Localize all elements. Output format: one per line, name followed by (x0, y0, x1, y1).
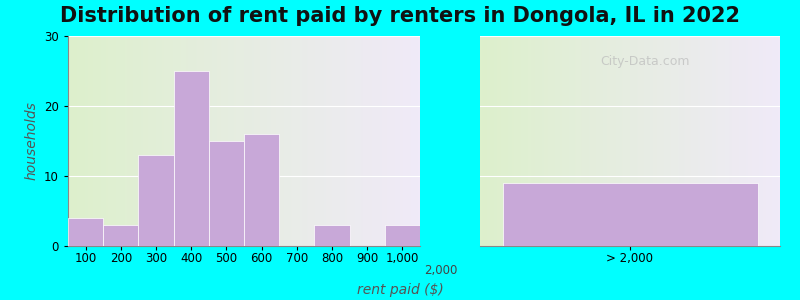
Text: City-Data.com: City-Data.com (600, 55, 690, 68)
Bar (244, 134, 279, 246)
Bar (174, 71, 209, 246)
Text: 2,000: 2,000 (424, 264, 458, 277)
Bar (68, 218, 103, 246)
Bar (138, 155, 174, 246)
Bar (103, 225, 138, 246)
Bar (209, 141, 244, 246)
Text: Distribution of rent paid by renters in Dongola, IL in 2022: Distribution of rent paid by renters in … (60, 6, 740, 26)
Bar (385, 225, 420, 246)
Bar (502, 183, 758, 246)
Y-axis label: households: households (25, 102, 38, 180)
Text: rent paid ($): rent paid ($) (357, 283, 443, 297)
Bar (314, 225, 350, 246)
